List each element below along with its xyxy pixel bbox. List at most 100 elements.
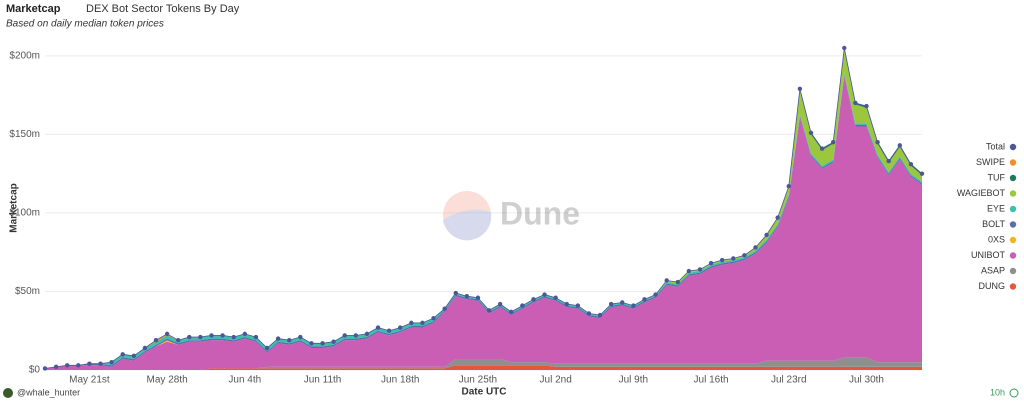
total-point (198, 334, 203, 340)
total-point (464, 293, 470, 299)
total-point (819, 146, 825, 151)
legend-swatch (1009, 205, 1017, 213)
legend-swatch (1009, 252, 1017, 259)
total-point (475, 295, 481, 300)
legend-label: 0XS (988, 234, 1005, 244)
x-tick-label: Jul 23rd (771, 375, 807, 386)
total-point (109, 359, 114, 365)
total-point (420, 320, 425, 326)
total-point (842, 45, 847, 51)
x-tick-label: Jul 30th (849, 375, 884, 386)
total-point (631, 303, 636, 308)
x-axis-label: Date UTC (461, 387, 506, 398)
total-point (830, 140, 836, 145)
total-point (176, 337, 181, 343)
legend-swatch (1009, 267, 1017, 275)
y-tick-label: $200m (9, 50, 40, 61)
total-point (187, 334, 192, 340)
total-point (453, 290, 458, 296)
area (45, 365, 922, 370)
total-point (164, 331, 170, 337)
total-point (719, 257, 725, 263)
total-point (675, 279, 680, 285)
total-point (564, 301, 569, 307)
refresh-time: 10h (990, 387, 1005, 397)
total-point (353, 333, 359, 338)
total-point (342, 333, 347, 338)
total-point (531, 297, 536, 302)
total-point (908, 162, 914, 167)
chart-note: Based on daily median token prices (6, 19, 164, 30)
legend-label: TUF (988, 172, 1006, 182)
total-point (731, 256, 736, 261)
total-point (131, 353, 137, 359)
total-point (386, 328, 392, 333)
total-point (497, 301, 503, 307)
total-point (76, 363, 81, 368)
total-point (298, 334, 303, 340)
total-point (520, 303, 525, 308)
total-point (897, 143, 902, 148)
x-tick-label: Jul 16th (694, 375, 729, 386)
x-tick-label: May 28th (147, 375, 188, 386)
legend-swatch (1009, 143, 1017, 151)
legend-label: Total (986, 141, 1005, 151)
x-tick-label: Jul 9th (619, 375, 648, 386)
legend-label: BOLT (982, 219, 1005, 229)
total-point (87, 361, 92, 366)
total-point (431, 315, 436, 321)
total-point (364, 331, 370, 337)
y-tick-label: $50m (15, 286, 40, 297)
total-point (442, 306, 447, 311)
legend-label: EYE (987, 203, 1005, 213)
total-point (642, 297, 647, 302)
total-point (153, 337, 159, 343)
watermark-text: Dune (500, 195, 580, 231)
total-point (264, 345, 270, 351)
total-point (142, 345, 148, 351)
total-point (864, 103, 869, 109)
total-point (697, 267, 703, 272)
total-point (253, 334, 259, 340)
total-point (542, 292, 547, 297)
x-tick-label: May 21st (69, 375, 110, 386)
total-point (853, 100, 858, 106)
x-tick-label: Jun 4th (228, 375, 261, 386)
author-avatar (3, 388, 13, 398)
chart-subtitle: DEX Bot Sector Tokens By Day (86, 3, 240, 15)
total-point (309, 341, 314, 346)
total-point (620, 300, 625, 305)
total-point (65, 363, 70, 368)
total-point (220, 333, 225, 338)
x-tick-label: Jul 2nd (540, 375, 572, 386)
total-point (875, 140, 880, 145)
legend-label: SWIPE (976, 157, 1005, 167)
y-tick-label: $0 (29, 365, 41, 376)
y-tick-label: $100m (9, 208, 40, 219)
legend-label: UNIBOT (971, 250, 1006, 260)
total-point (742, 253, 747, 258)
total-point (886, 158, 891, 164)
total-point (708, 260, 714, 266)
total-point (797, 86, 803, 92)
total-point (98, 361, 103, 366)
legend-label: ASAP (981, 265, 1005, 275)
x-tick-label: Jun 11th (304, 375, 342, 386)
x-tick-label: Jun 25th (459, 375, 497, 386)
legend-swatch (1009, 159, 1017, 166)
total-point (331, 339, 336, 344)
total-point (686, 268, 692, 274)
legend-swatch (1009, 221, 1017, 228)
total-point (597, 312, 603, 318)
author[interactable]: @whale_hunter (17, 387, 80, 397)
total-point (409, 320, 414, 326)
total-point (764, 232, 769, 238)
legend-swatch (1009, 283, 1017, 290)
total-point (231, 334, 236, 340)
y-tick-label: $150m (9, 129, 40, 140)
total-point (775, 215, 780, 220)
x-tick-label: Jun 18th (381, 375, 419, 386)
total-point (808, 130, 814, 136)
legend-swatch (1009, 190, 1017, 197)
